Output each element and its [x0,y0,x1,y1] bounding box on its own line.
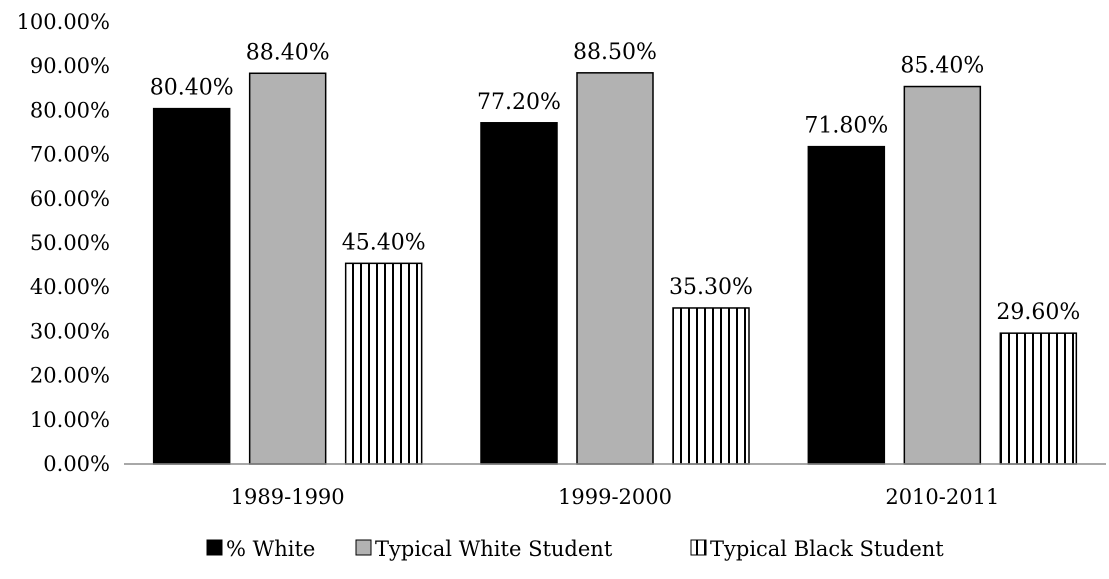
legend-swatch [206,539,223,556]
bar-2-2010-2011 [903,85,982,465]
x-tick-label: 1999-2000 [558,485,672,509]
y-tick-label: 20.00% [30,364,110,388]
x-tick-label: 1989-1990 [231,485,345,509]
legend-swatch [690,539,707,556]
data-label: 88.50% [573,40,657,65]
legend-swatch [355,539,372,556]
bar-3-1989-1990 [344,262,423,465]
data-label: 71.80% [804,114,888,139]
bar-1-2010-2011 [807,145,886,465]
data-label: 85.40% [900,54,984,79]
y-tick-label: 10.00% [30,408,110,432]
data-label: 88.40% [246,40,330,65]
x-axis: 1989-1990 1999-2000 2010-2011 [124,463,1106,509]
x-tick-label: 2010-2011 [885,485,999,509]
y-tick-label: 70.00% [30,143,110,167]
y-tick-label: 100.00% [17,10,110,34]
legend-label: % White [226,537,315,561]
y-tick-label: 80.00% [30,98,110,122]
data-labels-group: 80.40% 88.40% 45.40% 77.20% 88.50% 35.30% 71.8… [150,40,1081,325]
legend-label: Typical Black Student [710,537,944,561]
data-label: 77.20% [477,90,561,115]
legend: % White Typical White Student Typical Blac… [206,537,944,561]
bar-1-1999-2000 [480,122,558,465]
y-tick-label: 30.00% [30,319,110,343]
bar-2-1989-1990 [248,72,327,465]
data-label: 80.40% [150,76,234,101]
y-tick-label: 0.00% [43,452,110,476]
bar-1-1989-1990 [152,107,231,465]
data-label: 45.40% [342,230,426,255]
bar-3-1999-2000 [672,307,750,465]
bar-3-2010-2011 [999,332,1078,465]
bar-2-1999-2000 [576,72,654,465]
legend-label: Typical White Student [375,537,613,561]
y-tick-label: 90.00% [30,54,110,78]
data-label: 29.60% [996,300,1080,325]
y-axis-tick-labels: 0.00% 10.00% 20.00% 30.00% 40.00% 50.00% 60.00… [17,10,110,476]
data-label: 35.30% [669,275,753,300]
y-tick-label: 60.00% [30,187,110,211]
y-tick-label: 40.00% [30,275,110,299]
bars-group [152,72,1078,465]
y-tick-label: 50.00% [30,231,110,255]
